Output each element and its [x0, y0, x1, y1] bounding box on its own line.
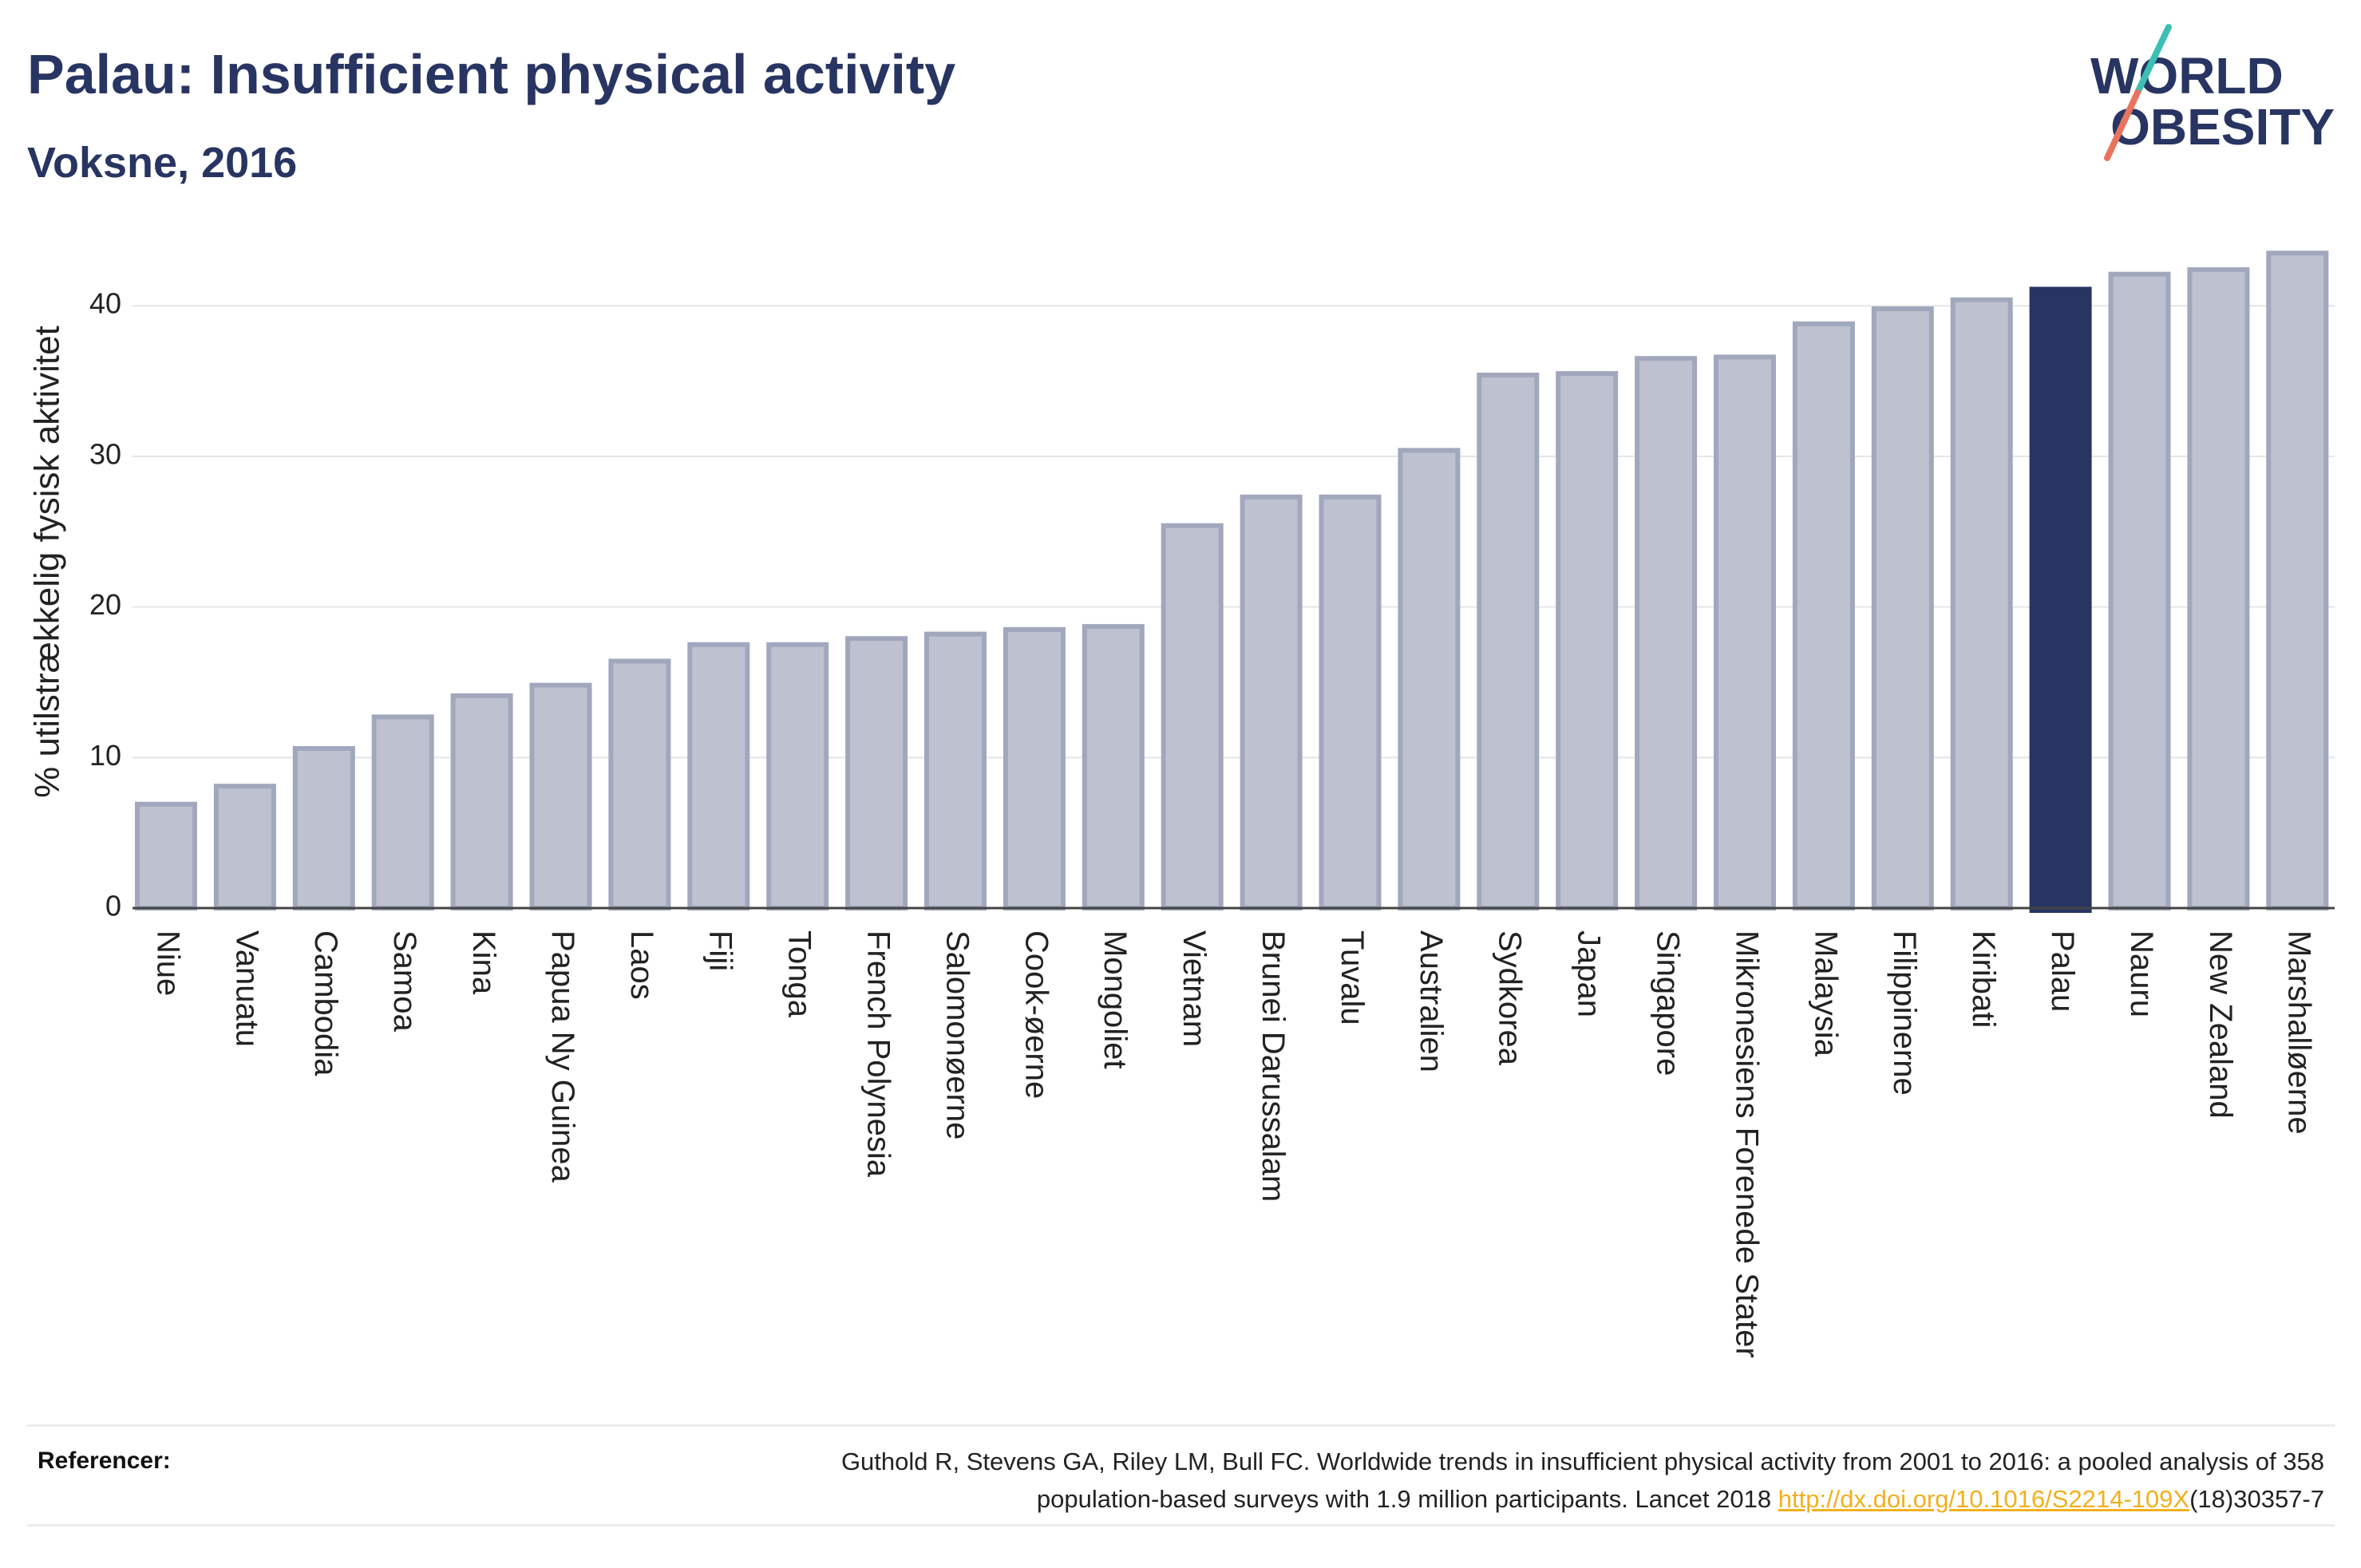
- x-tick-label: Malaysia: [1808, 930, 1843, 1057]
- y-tick-label: 0: [105, 890, 121, 922]
- x-tick-label: Vanuatu: [229, 930, 264, 1047]
- bar-chart: 0 10 20 30 40 Niue Vanuatu Cambodia Samoa Kina Pa…: [28, 251, 2335, 1358]
- x-tick-label: Japan: [1572, 930, 1607, 1017]
- x-tick-label: Vietnam: [1177, 930, 1212, 1047]
- x-tick-label: Nauru: [2124, 930, 2159, 1017]
- y-tick-label: 10: [89, 739, 121, 772]
- bar: [213, 784, 276, 911]
- bar: [1398, 448, 1461, 910]
- bar: [1792, 321, 1855, 910]
- x-tick-label: Kina: [466, 930, 501, 995]
- bar: [2266, 251, 2329, 910]
- x-tick-label: Laos: [624, 930, 659, 1000]
- logo-slash-teal: [2134, 24, 2172, 96]
- x-tick-label: Samoa: [387, 930, 422, 1032]
- logo-word-obesity: OBESITY: [2110, 98, 2335, 156]
- references-label: Referencer:: [38, 1448, 171, 1474]
- x-tick-label: Tuvalu: [1335, 930, 1370, 1025]
- bar: [1714, 354, 1776, 910]
- logo-word-world: WORLD: [2090, 47, 2284, 105]
- bar: [292, 746, 355, 910]
- bar: [1871, 306, 1934, 910]
- bars: [135, 251, 2329, 913]
- x-tick-label: Cook-øerne: [1018, 930, 1054, 1099]
- bar: [1161, 523, 1224, 910]
- logo-slash-coral: [2104, 89, 2141, 161]
- x-tick-label: Fiji: [703, 930, 738, 971]
- bar: [1240, 494, 1303, 910]
- bar: [2108, 271, 2171, 911]
- bar: [2187, 267, 2250, 910]
- x-tick-label: Singapore: [1651, 930, 1686, 1076]
- bar: [1003, 626, 1066, 911]
- bar: [845, 636, 908, 910]
- y-axis-title: % utilstrækkelig fysisk aktivitet: [28, 326, 67, 798]
- bar: [766, 642, 829, 910]
- bar: [450, 693, 513, 911]
- x-tick-label: Mongoliet: [1097, 930, 1133, 1068]
- chart-title: Palau: Insufficient physical activity: [27, 43, 956, 105]
- reference-text-1: Guthold R, Stevens GA, Riley LM, Bull FC…: [840, 1448, 2324, 1475]
- reference-line-2: population-based surveys with 1.9 millio…: [1037, 1484, 2324, 1515]
- x-tick-label: Brunei Darussalam: [1256, 930, 1291, 1202]
- reference-text-2: population-based surveys with 1.9 millio…: [1036, 1485, 1778, 1513]
- footer-bottom-rule: [27, 1524, 2335, 1527]
- y-axis-tick-labels: 0 10 20 30 40: [89, 287, 121, 922]
- reference-text-suffix: (18)30357-7: [2189, 1485, 2324, 1513]
- bar: [608, 658, 671, 910]
- bar: [529, 682, 592, 910]
- bar: [1477, 373, 1540, 910]
- reference-doi-link[interactable]: http://dx.doi.org/10.1016/S2214-109X: [1778, 1485, 2190, 1513]
- bar: [924, 631, 987, 910]
- x-axis-tick-labels: Niue Vanuatu Cambodia Samoa Kina Papua Ny Gui…: [150, 930, 2316, 1358]
- bar: [371, 714, 434, 911]
- x-tick-label: Marshalløerne: [2282, 930, 2317, 1135]
- x-tick-label: Cambodia: [308, 930, 343, 1076]
- y-tick-label: 40: [89, 287, 121, 320]
- x-tick-label: Kiribati: [1966, 930, 2001, 1028]
- bar: [1635, 356, 1698, 910]
- x-tick-label: Palau: [2045, 930, 2080, 1012]
- x-tick-label: New Zealand: [2203, 930, 2238, 1119]
- x-tick-label: Filippinerne: [1887, 930, 1922, 1096]
- bar: [1082, 624, 1145, 910]
- reference-line-1: Guthold R, Stevens GA, Riley LM, Bull FC…: [841, 1447, 2324, 1477]
- x-tick-label: Salomonøerne: [939, 930, 975, 1139]
- x-tick-label: Niue: [150, 930, 185, 996]
- chart-subtitle: Voksne, 2016: [27, 139, 298, 187]
- bar: [135, 801, 197, 910]
- world-obesity-logo: WORLD OBESITY: [2090, 24, 2335, 161]
- x-tick-label: Tonga: [782, 930, 817, 1018]
- bar: [1950, 297, 2013, 910]
- x-tick-label: Sydkorea: [1493, 930, 1528, 1066]
- y-tick-label: 20: [89, 588, 121, 621]
- x-tick-label: Australien: [1414, 930, 1449, 1072]
- bar: [1319, 494, 1382, 910]
- bar: [687, 642, 750, 910]
- footer-top-rule: [27, 1424, 2335, 1427]
- bar: [1556, 371, 1619, 911]
- x-tick-label: Papua Ny Guinea: [545, 930, 580, 1183]
- x-tick-label: Mikronesiens Forenede Stater: [1729, 930, 1764, 1358]
- x-tick-label: French Polynesia: [861, 930, 896, 1178]
- y-tick-label: 30: [89, 437, 121, 470]
- bar-highlighted: [2029, 286, 2092, 913]
